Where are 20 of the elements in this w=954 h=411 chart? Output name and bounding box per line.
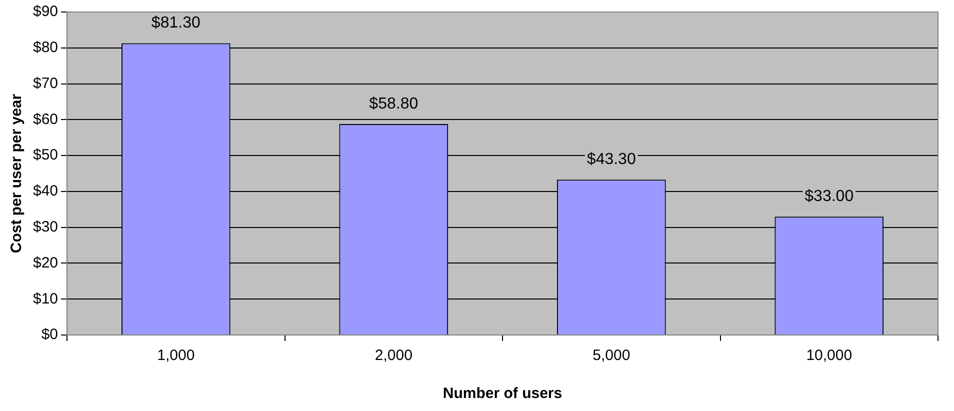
- y-tick-label: $30: [32, 218, 58, 236]
- y-tick-label: $60: [32, 110, 58, 128]
- y-tick-label: $70: [32, 74, 58, 92]
- y-tick-label: $40: [32, 182, 58, 200]
- x-axis-title: Number of users: [442, 385, 562, 402]
- y-tick-label: $90: [32, 3, 58, 20]
- y-axis-title: Cost per user per year: [8, 94, 26, 254]
- data-label: $33.00: [804, 188, 854, 205]
- x-tick-label: 1,000: [157, 347, 195, 364]
- x-tick-label: 2,000: [374, 347, 412, 364]
- y-tick-label: $10: [32, 290, 58, 308]
- x-tick-label: 5,000: [592, 347, 630, 364]
- data-label: $81.30: [151, 14, 200, 32]
- data-label: $58.80: [369, 95, 418, 112]
- y-tick-label: $50: [32, 146, 58, 164]
- data-label: $43.30: [586, 151, 636, 168]
- y-tick-label: $20: [32, 254, 58, 272]
- y-tick-label: $80: [32, 39, 58, 56]
- x-tick-label: 10,000: [806, 347, 852, 364]
- y-tick-label: $0: [41, 326, 58, 344]
